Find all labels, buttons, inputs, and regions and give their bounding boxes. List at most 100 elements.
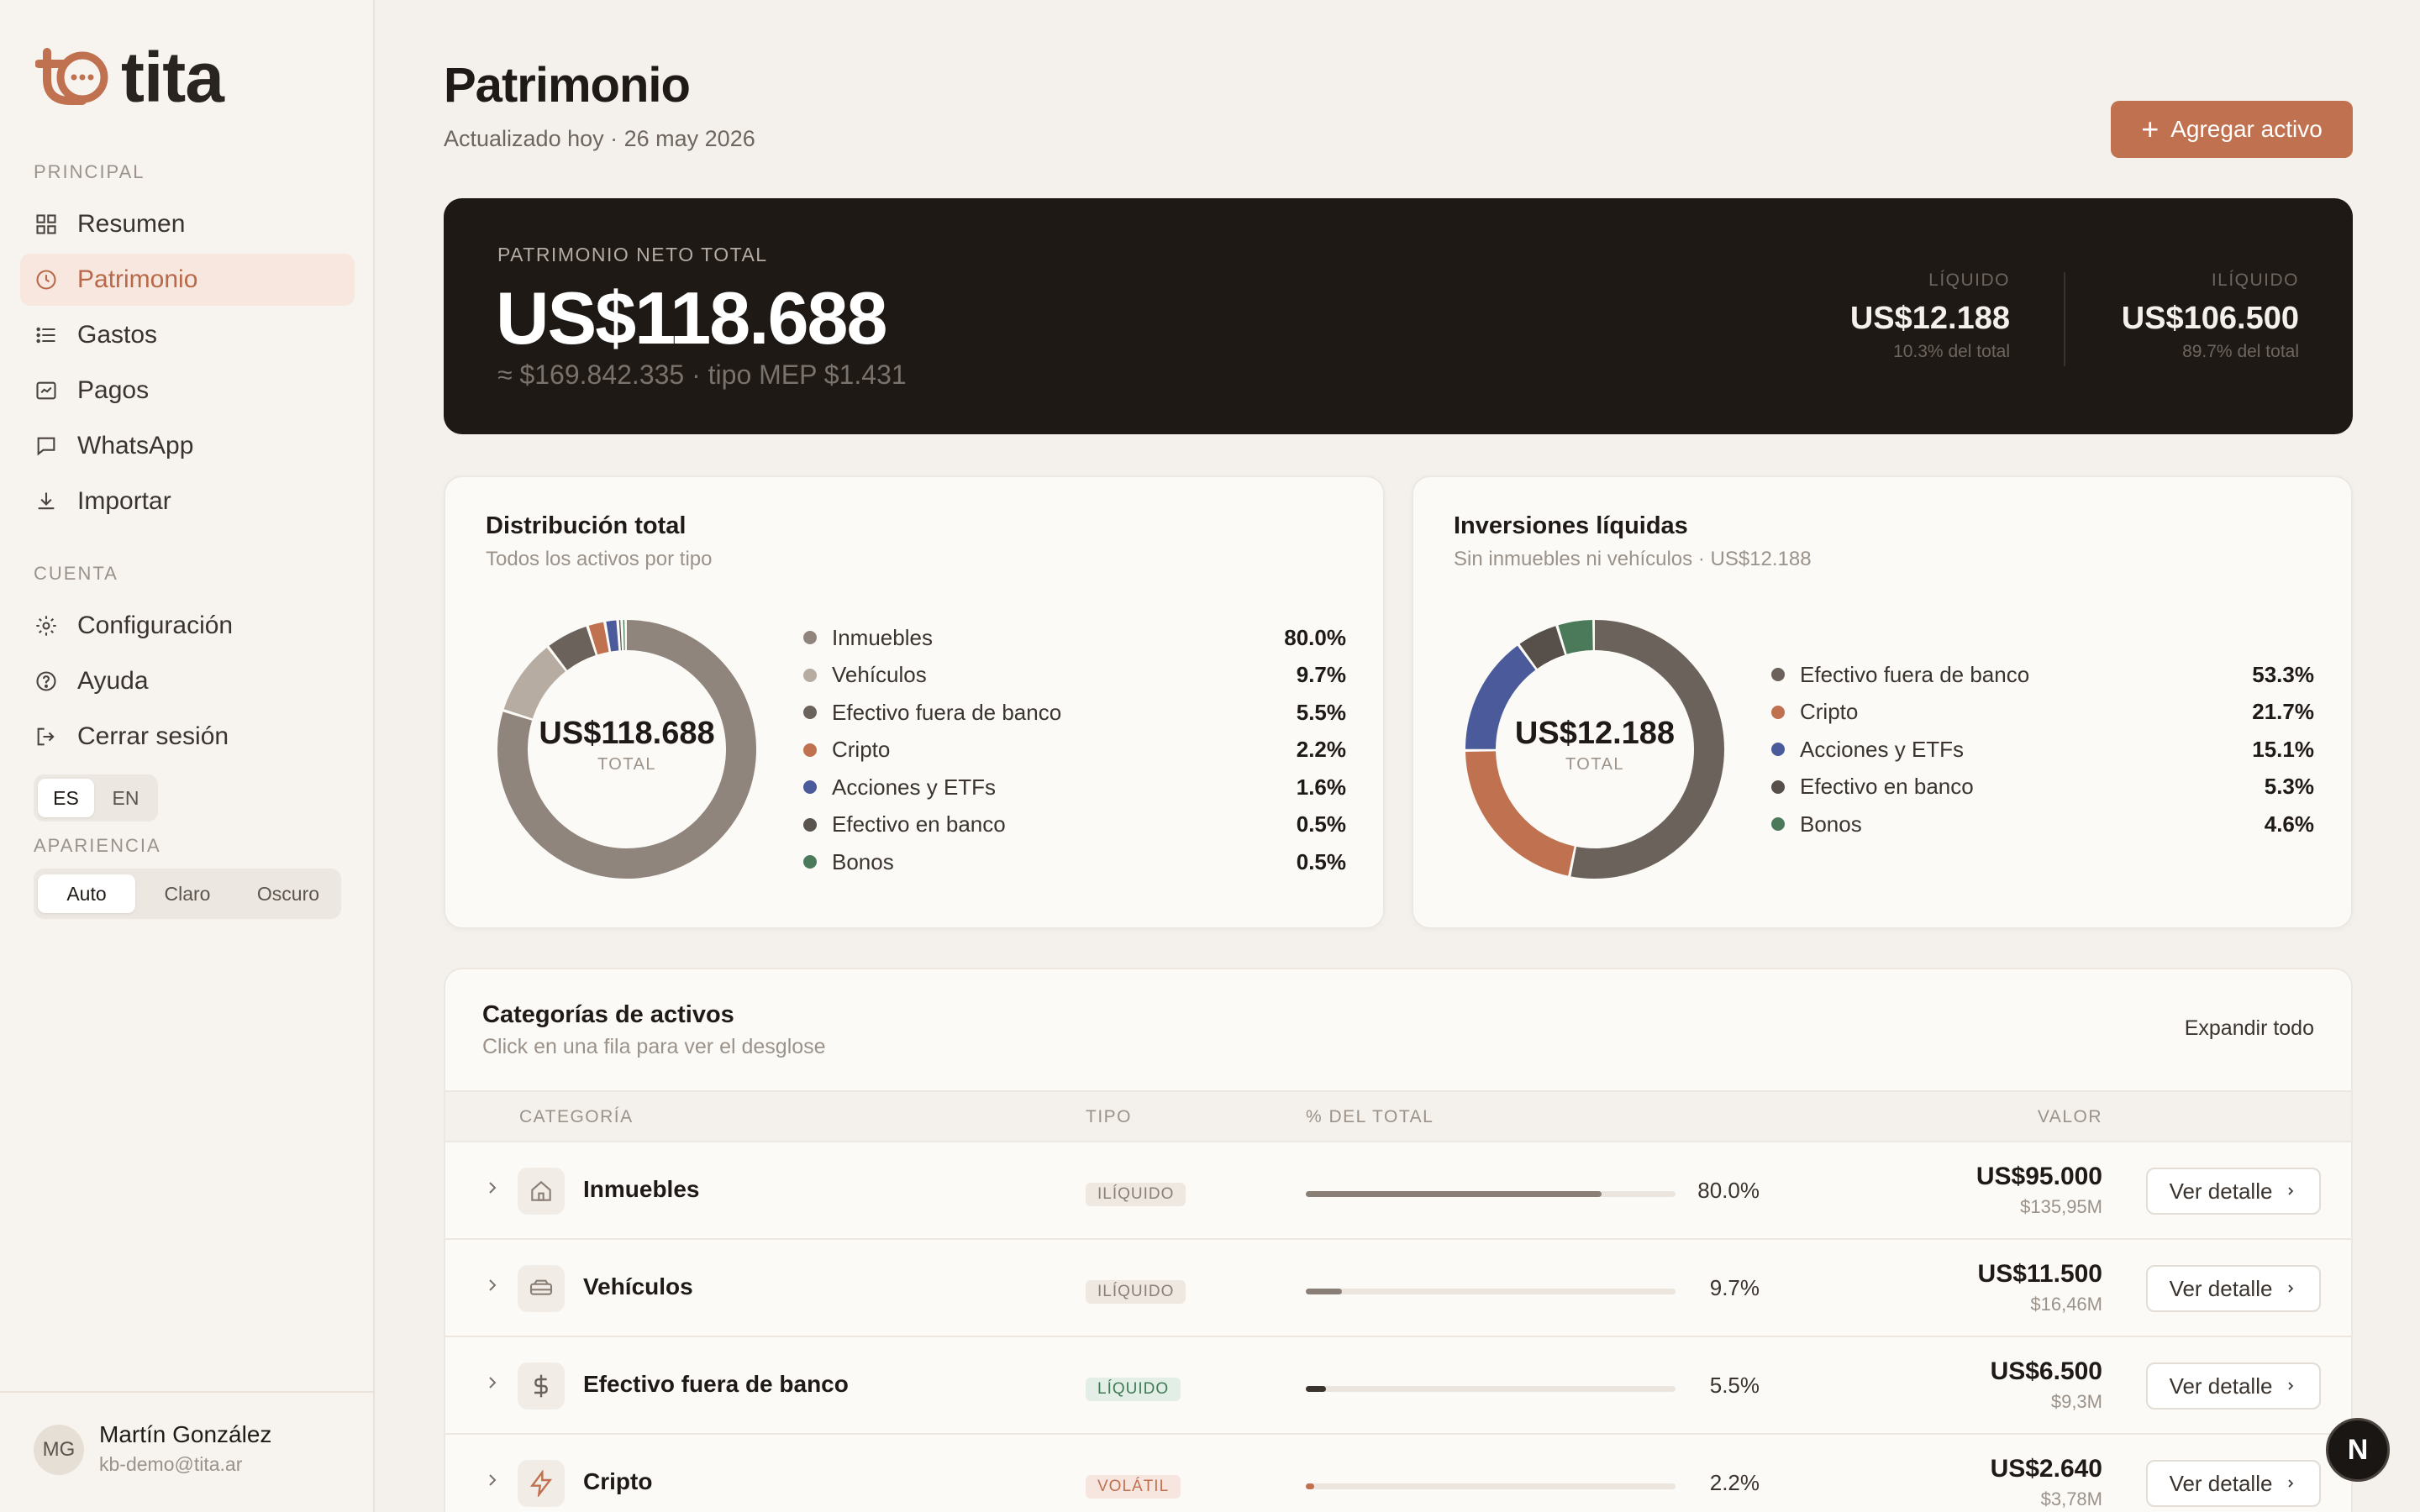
sidebar-item-pagos[interactable]: Pagos [20, 365, 355, 417]
sidebar-item-importar[interactable]: Importar [20, 475, 355, 528]
add-asset-button[interactable]: + Agregar activo [2111, 101, 2353, 158]
pct-value: 5.5% [1709, 1373, 1760, 1398]
avatar: MG [34, 1425, 84, 1475]
asset-categories-card: Categorías de activos Click en una fila … [444, 968, 2353, 1512]
sidebar-item-whatsapp[interactable]: WhatsApp [20, 420, 355, 472]
user-profile[interactable]: MG Martín González kb-demo@tita.ar [0, 1391, 375, 1512]
distribution-card: Distribución total Todos los activos por… [444, 475, 1385, 929]
distribution-center: US$118.688 TOTAL [496, 716, 758, 774]
view-detail-button[interactable]: Ver detalle [2146, 1265, 2321, 1312]
sidebar-item-label: Importar [77, 487, 171, 515]
dollar-icon [518, 1362, 565, 1410]
liquid-investments-subtitle: Sin inmuebles ni vehículos · US$12.188 [1454, 548, 1812, 570]
donut-slice-efectivo-fuera-de-banco[interactable] [1465, 620, 1724, 879]
table-row-inmuebles[interactable]: Inmuebles ILÍQUIDO 80.0% US$95.000 $135,… [445, 1142, 2351, 1240]
theme-option-auto[interactable]: Auto [38, 874, 135, 913]
liquid-center-value: US$12.188 [1514, 716, 1676, 751]
sidebar-item-configuracion[interactable]: Configuración [20, 600, 355, 652]
net-worth-label: PATRIMONIO NETO TOTAL [497, 244, 768, 265]
illiquid-pct: 89.7% del total [2182, 342, 2299, 361]
liquid-investments-donut-chart [1465, 620, 1724, 879]
value-usd: US$95.000 [1975, 1163, 2102, 1190]
legend-label: Inmuebles [832, 624, 933, 650]
theme-option-oscuro[interactable]: Oscuro [256, 882, 320, 905]
view-detail-button[interactable]: Ver detalle [2146, 1460, 2321, 1507]
net-worth-hero: PATRIMONIO NETO TOTAL US$118.688 ≈ $169.… [444, 198, 2353, 434]
sidebar-item-ayuda[interactable]: Ayuda [20, 655, 355, 707]
pct-value: 80.0% [1697, 1178, 1760, 1203]
table-header: CATEGORÍA TIPO % DEL TOTAL VALOR [445, 1090, 2351, 1142]
floating-action-button[interactable]: N [2326, 1418, 2390, 1482]
pct-bar-fill [1306, 1386, 1327, 1392]
chevron-right-icon[interactable] [482, 1275, 502, 1295]
sidebar-item-patrimonio[interactable]: Patrimonio [20, 254, 355, 306]
help-icon [34, 669, 59, 694]
legend-item: Cripto 21.7% [1771, 699, 2314, 725]
donut-slice-inmuebles[interactable] [497, 620, 756, 879]
legend-label: Acciones y ETFs [832, 774, 997, 800]
legend-label: Efectivo fuera de banco [832, 699, 1062, 725]
value-usd: US$11.500 [1977, 1260, 2102, 1288]
table-row-vehiculos[interactable]: Vehículos ILÍQUIDO 9.7% US$11.500 $16,46… [445, 1240, 2351, 1337]
legend-dot [803, 855, 817, 869]
header-category[interactable]: CATEGORÍA [519, 1107, 634, 1126]
legend-dot [803, 631, 817, 644]
logo[interactable]: tita [35, 38, 224, 117]
chevron-right-icon[interactable] [482, 1178, 502, 1198]
chevron-right-icon [2288, 1284, 2294, 1293]
legend-label: Efectivo fuera de banco [1800, 661, 2030, 687]
view-detail-button[interactable]: Ver detalle [2146, 1168, 2321, 1215]
lang-option-en[interactable]: EN [112, 786, 139, 809]
theme-option-claro[interactable]: Claro [164, 882, 211, 905]
user-email: kb-demo@tita.ar [99, 1453, 243, 1475]
pct-bar [1306, 1289, 1676, 1294]
pct-bar-fill [1306, 1483, 1314, 1489]
clock-icon [34, 267, 59, 292]
view-detail-button[interactable]: Ver detalle [2146, 1362, 2321, 1410]
download-icon [34, 489, 59, 514]
bolt-icon [518, 1460, 565, 1507]
chevron-right-icon[interactable] [482, 1470, 502, 1490]
expand-all-button[interactable]: Expandir todo [2184, 1016, 2314, 1040]
distribution-center-label: TOTAL [597, 755, 657, 774]
sidebar-item-label: WhatsApp [77, 432, 194, 459]
sidebar-item-resumen[interactable]: Resumen [20, 198, 355, 250]
sidebar-item-cerrar-sesion[interactable]: Cerrar sesión [20, 711, 355, 763]
distribution-subtitle: Todos los activos por tipo [486, 548, 713, 570]
sidebar-item-label: Resumen [77, 210, 186, 238]
legend-item: Efectivo en banco 0.5% [803, 811, 1346, 837]
header-pct[interactable]: % DEL TOTAL [1306, 1107, 1434, 1126]
page-subtitle: Actualizado hoy · 26 may 2026 [444, 126, 755, 151]
category-name: Cripto [583, 1468, 653, 1494]
lang-option-es[interactable]: ES [38, 779, 94, 817]
header-type[interactable]: TIPO [1086, 1107, 1133, 1126]
chevron-right-icon[interactable] [482, 1373, 502, 1393]
language-toggle: ES EN [34, 774, 158, 822]
grid-icon [34, 212, 59, 237]
distribution-donut-chart [497, 620, 756, 879]
legend-item: Efectivo fuera de banco 53.3% [1771, 662, 2314, 687]
liquid-center: US$12.188 TOTAL [1464, 716, 1726, 774]
liquid-investments-card: Inversiones líquidas Sin inmuebles ni ve… [1412, 475, 2353, 929]
pct-bar [1306, 1483, 1676, 1489]
user-name: Martín González [99, 1421, 272, 1447]
table-row-cripto[interactable]: Cripto VOLÁTIL 2.2% US$2.640 $3,78M Ver … [445, 1435, 2351, 1512]
legend-dot [1771, 780, 1785, 794]
legend-dot [1771, 743, 1785, 756]
house-icon [518, 1168, 565, 1215]
legend-dot [803, 668, 817, 682]
brand-name: tita [121, 38, 224, 117]
legend-pct: 0.5% [1296, 848, 1346, 874]
legend-dot [803, 743, 817, 757]
chevron-right-icon [2288, 1187, 2294, 1195]
chat-icon [34, 433, 59, 459]
header-value[interactable]: VALOR [2037, 1107, 2102, 1126]
legend-label: Vehículos [832, 662, 927, 687]
liquid-stat: LÍQUIDO US$12.188 10.3% del total [1850, 270, 2010, 362]
view-detail-label: Ver detalle [2169, 1373, 2273, 1399]
sidebar: tita PRINCIPAL Resumen Patrimonio Gastos… [0, 0, 375, 1512]
table-row-efectivo-fuera-de-banco[interactable]: Efectivo fuera de banco LÍQUIDO 5.5% US$… [445, 1337, 2351, 1435]
sidebar-item-gastos[interactable]: Gastos [20, 309, 355, 361]
legend-dot [803, 817, 817, 832]
value-ars: $9,3M [2050, 1391, 2102, 1412]
